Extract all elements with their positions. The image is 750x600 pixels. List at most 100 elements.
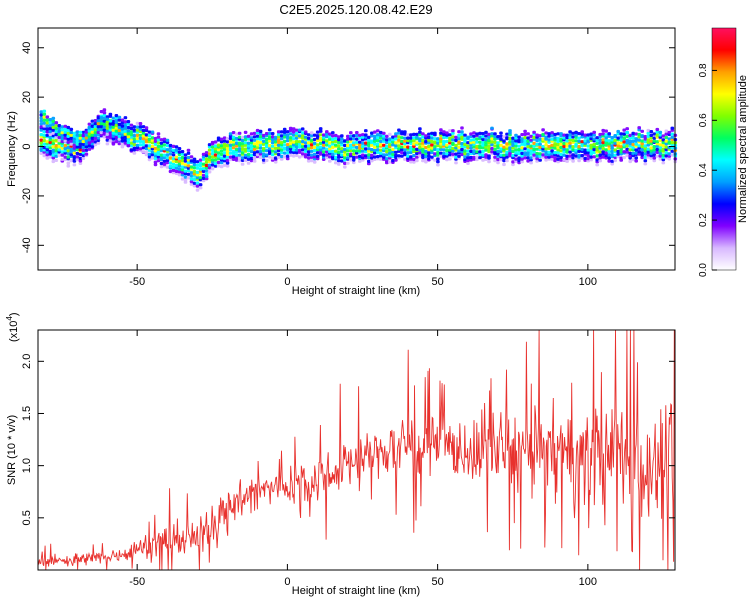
spectrogram-cell <box>252 159 257 163</box>
spectrogram-cell <box>228 143 233 147</box>
spectrogram-cell <box>667 157 672 161</box>
spectrogram-cell <box>294 148 299 152</box>
spectrogram-cell <box>123 138 128 142</box>
spectrogram-cell <box>315 134 320 138</box>
spectrogram-cell <box>114 135 119 139</box>
spectrogram-cell <box>216 157 221 161</box>
spectrogram-cell <box>412 144 416 148</box>
spectrogram-cell <box>309 146 314 150</box>
spectrogram-cell <box>361 156 365 160</box>
spectrogram-cell <box>379 154 383 158</box>
spectrogram-cell <box>57 132 62 137</box>
spectrogram-cell <box>120 139 125 143</box>
spectrogram-cell <box>334 149 338 153</box>
snr-y-label: SNR (10 * v/v) <box>6 415 18 485</box>
spectrogram-cell <box>565 144 569 148</box>
spectrogram-cell <box>445 149 449 153</box>
spectrogram-cell <box>499 143 503 147</box>
spectrogram-cell <box>48 152 53 156</box>
spectrogram-cell <box>325 130 329 134</box>
spectrogram-cell <box>249 144 254 148</box>
spectrogram-cell <box>60 143 65 148</box>
spectrogram-cell <box>186 176 191 180</box>
spectrogram-cell <box>120 130 125 134</box>
spectrogram-cell <box>364 129 368 133</box>
spectrogram-cell <box>538 152 542 156</box>
spectrogram-cell <box>126 129 131 133</box>
spectrogram-cell <box>138 133 143 137</box>
spectrogram-cell <box>430 146 434 150</box>
spectrogram-cell <box>451 146 455 150</box>
spectrogram-cell <box>484 140 488 144</box>
spectrogram-cell <box>385 138 389 142</box>
spectrogram-cell <box>60 150 65 154</box>
colorbar-tick-label: 0.8 <box>698 63 709 77</box>
spectrogram-cell <box>213 150 218 154</box>
spectrogram-cell <box>418 148 422 152</box>
spectrogram-cell <box>358 143 362 147</box>
spectrogram-cell <box>628 148 632 152</box>
spectrogram-cell <box>108 131 113 135</box>
spectrogram-cell <box>442 151 446 156</box>
spectrogram-cell <box>105 138 110 142</box>
spectrogram-cell <box>400 151 404 155</box>
spectrogram-cell <box>481 132 485 136</box>
spectrogram-cell <box>637 144 641 148</box>
spectrogram-cell <box>328 150 332 154</box>
spectrogram-cell <box>598 141 602 145</box>
spectrogram-cell <box>517 135 521 139</box>
spectrogram-cell <box>231 157 236 161</box>
spectrogram-cell <box>159 165 164 169</box>
spectrogram-cell <box>273 135 278 139</box>
spectrogram-cell <box>535 159 539 163</box>
spectrogram-cell <box>303 130 308 134</box>
spectrogram-cell <box>117 122 122 126</box>
spectrogram-cell <box>394 150 398 154</box>
spectrogram-cell <box>622 136 626 140</box>
spectrogram-cell <box>306 144 311 148</box>
spectrogram-cell <box>553 136 557 140</box>
spectrogram-cell <box>252 144 257 148</box>
colorbar-axis: 0.00.20.40.60.8 <box>698 63 717 277</box>
spectrogram-cell <box>520 151 524 155</box>
spectrogram-cell <box>493 148 497 152</box>
spectrogram-cell <box>430 155 434 159</box>
spectrogram-cell <box>484 153 488 157</box>
spectrogram-cell <box>78 148 83 152</box>
spectrogram-cell <box>445 158 449 162</box>
spectrogram-cell <box>508 151 512 155</box>
spectrogram-cell <box>514 144 518 148</box>
spectrogram-cell <box>279 137 284 141</box>
spectrogram-cell <box>51 122 56 126</box>
spectrogram-cell <box>349 152 353 156</box>
spectrogram-cell <box>204 174 209 179</box>
spectrogram-cell <box>400 136 404 140</box>
spectrogram-cell <box>640 148 644 152</box>
spectrogram-cell <box>114 114 119 118</box>
spectrogram-cell <box>210 163 215 167</box>
snr-x-label: Height of straight line (km) <box>292 585 420 597</box>
spectrogram-cell <box>90 119 95 123</box>
spectrogram-cell <box>45 147 50 152</box>
spectrogram-cell <box>514 151 518 155</box>
spectrogram-cell <box>243 143 248 147</box>
spectrogram-cell <box>93 128 98 132</box>
spectrogram-cell <box>102 116 107 120</box>
spectrogram-cell <box>201 173 206 177</box>
snr-scale-factor: (x104) <box>5 312 20 342</box>
spectrogram-cell <box>463 155 467 159</box>
spectrogram-cell <box>460 144 464 148</box>
spectrogram-cell <box>565 148 569 152</box>
spectrogram-cell <box>544 140 548 144</box>
spectrogram-cell <box>222 154 227 158</box>
spectrogram-cell <box>517 144 521 148</box>
spectrogram-cell <box>433 140 437 144</box>
spectrogram-cell <box>655 154 660 158</box>
spectrogram-cell <box>469 158 473 162</box>
spectrogram-cell <box>93 146 98 150</box>
spectrogram-cell <box>318 152 323 156</box>
spectrogram-cell <box>222 145 227 149</box>
spectrogram-cell <box>42 154 47 158</box>
spectrogram-cell <box>81 134 86 138</box>
spectrogram-cell <box>162 143 167 147</box>
